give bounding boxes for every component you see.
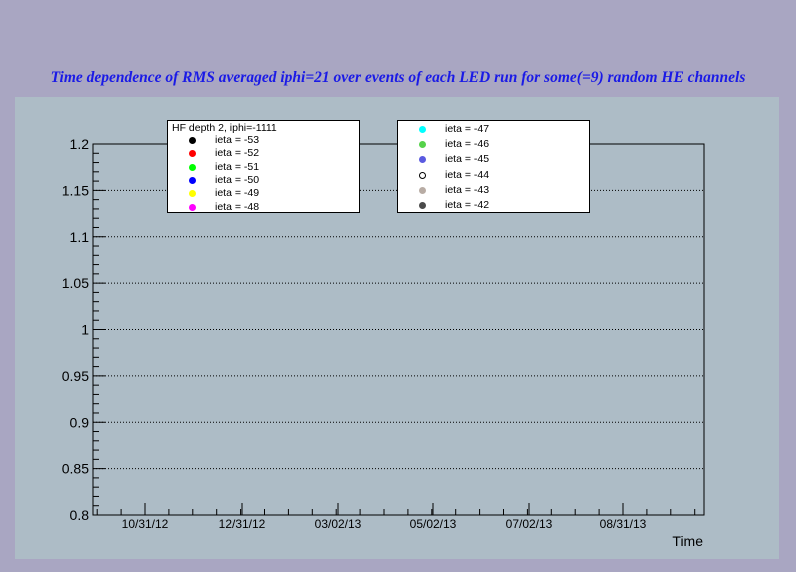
legend-marker [189, 163, 196, 171]
legend-label: ieta = -45 [445, 153, 490, 166]
legend-label: ieta = -52 [215, 147, 260, 160]
legend-label: ieta = -47 [445, 123, 490, 135]
legend-label: ieta = -53 [215, 134, 260, 146]
legend-marker [419, 126, 426, 133]
legend-marker [189, 176, 196, 184]
x-axis-title: Time [672, 533, 703, 549]
legend-left: HF depth 2, iphi=-1111 ieta = -53 ieta = … [167, 120, 360, 213]
x-tick-label: 08/31/13 [600, 517, 647, 531]
legend-marker [419, 171, 426, 179]
legend-label: ieta = -44 [445, 168, 490, 181]
legend-marker [189, 137, 196, 144]
legend-label: ieta = -48 [215, 200, 260, 213]
x-tick-label: 07/02/13 [506, 517, 553, 531]
chart-title: Time dependence of RMS averaged iphi=21 … [50, 69, 746, 86]
y-tick-label: 0.8 [70, 507, 90, 523]
y-tick-label: 0.9 [70, 414, 90, 430]
legend-label: ieta = -51 [215, 160, 260, 173]
x-tick-label: 03/02/13 [315, 517, 362, 531]
legend-label: ieta = -46 [445, 138, 490, 151]
legend-label: ieta = -49 [215, 187, 260, 200]
x-tick-label: 05/02/13 [410, 517, 457, 531]
x-tick-label: 12/31/12 [219, 517, 266, 531]
x-tick-label: 10/31/12 [122, 517, 169, 531]
legend-marker [189, 150, 196, 158]
legend-label: ieta = -50 [215, 173, 260, 186]
y-tick-label: 1.1 [70, 229, 90, 245]
legend-marker [419, 202, 426, 209]
legend-marker [419, 141, 426, 149]
y-tick-label: 1.2 [70, 136, 90, 152]
legend-marker [189, 190, 196, 198]
legend-marker [189, 203, 196, 211]
y-tick-label: 1.05 [62, 275, 89, 291]
legend-header: HF depth 2, iphi=-1111 [172, 122, 277, 134]
legend-marker [419, 186, 426, 194]
y-tick-label: 0.85 [62, 461, 89, 477]
y-tick-label: 1 [81, 322, 89, 338]
y-tick-label: 0.95 [62, 368, 89, 384]
legend-marker [419, 156, 426, 164]
legend-label: ieta = -42 [445, 199, 490, 211]
legend-label: ieta = -43 [445, 183, 490, 196]
legend-right: ieta = -47 ieta = -46 ieta = -45 ieta = -44… [397, 120, 590, 213]
y-tick-label: 1.15 [62, 182, 89, 198]
